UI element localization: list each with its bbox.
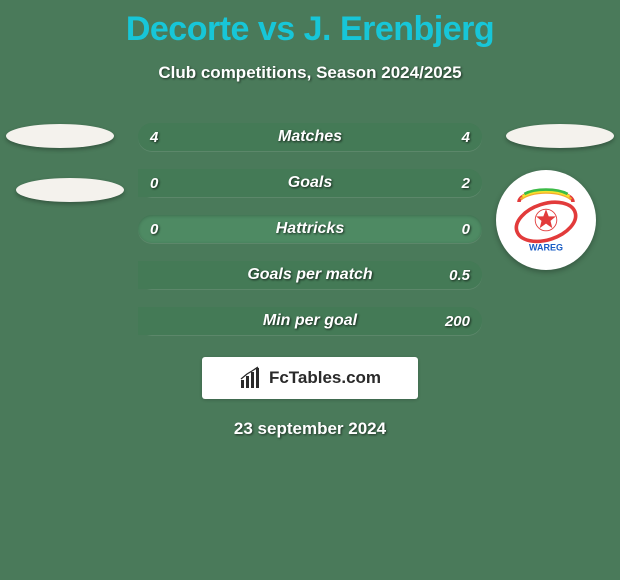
date-text: 23 september 2024 (0, 419, 620, 439)
player-badge-left-2 (16, 178, 124, 202)
stat-row: Min per goal 200 (138, 307, 482, 335)
stat-row: 0 Hattricks 0 (138, 215, 482, 243)
stat-value-left: 0 (150, 221, 158, 238)
stat-value-right: 2 (462, 175, 470, 192)
footer-brand-text: FcTables.com (269, 368, 381, 388)
infographic-container: Decorte vs J. Erenbjerg Club competition… (0, 0, 620, 580)
stat-label: Goals per match (247, 266, 372, 284)
stat-label: Goals (288, 174, 332, 192)
stat-value-right: 200 (445, 313, 470, 330)
chart-icon (239, 366, 263, 390)
player-badge-right-1 (506, 124, 614, 148)
stat-value-right: 0 (462, 221, 470, 238)
footer-brand-card[interactable]: FcTables.com (202, 357, 418, 399)
subtitle: Club competitions, Season 2024/2025 (0, 63, 620, 83)
club-logo-right: WAREG (496, 170, 596, 270)
stat-value-right: 4 (462, 129, 470, 146)
player-badge-left-1 (6, 124, 114, 148)
stat-row: 4 Matches 4 (138, 123, 482, 151)
stat-label: Min per goal (263, 312, 357, 330)
stat-row: Goals per match 0.5 (138, 261, 482, 289)
stat-row: 0 Goals 2 (138, 169, 482, 197)
club-logo-svg: WAREG (501, 175, 591, 265)
svg-text:WAREG: WAREG (529, 243, 563, 253)
stat-value-left: 0 (150, 175, 158, 192)
stat-value-right: 0.5 (449, 267, 470, 284)
stat-label: Hattricks (276, 220, 344, 238)
stat-value-left: 4 (150, 129, 158, 146)
stat-label: Matches (278, 128, 342, 146)
page-title: Decorte vs J. Erenbjerg (0, 0, 620, 49)
